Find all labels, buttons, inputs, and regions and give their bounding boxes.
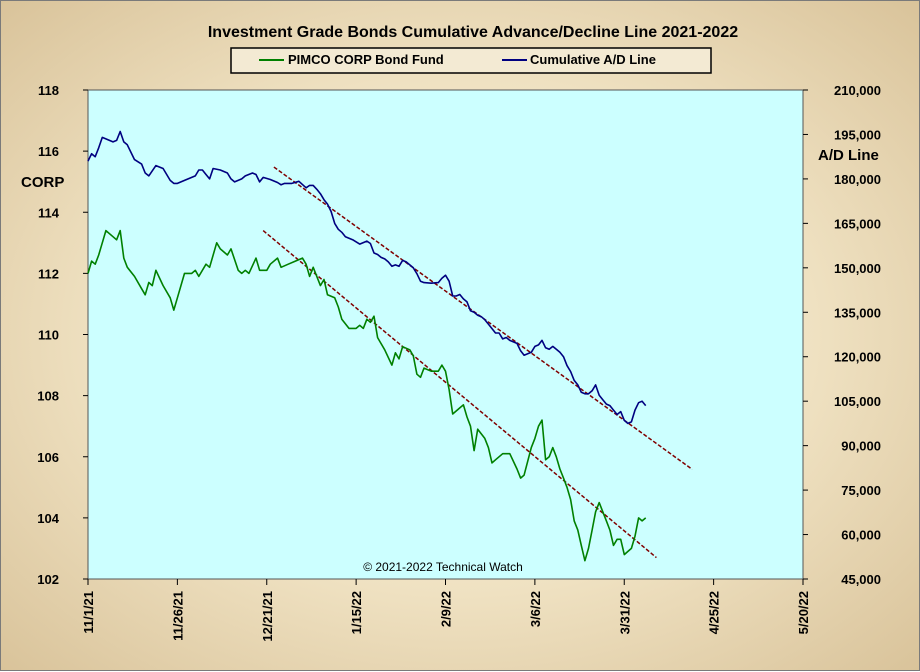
left-tick-label: 106 xyxy=(37,450,59,465)
x-axis-ticks: 11/1/21 11/26/21 12/21/21 1/15/22 2/9/22 3/6/… xyxy=(81,579,811,642)
right-tick-label: 90,000 xyxy=(841,439,881,454)
left-tick-label: 110 xyxy=(38,328,59,343)
left-axis-title: CORP xyxy=(21,174,64,191)
right-tick-label: 60,000 xyxy=(841,528,881,543)
legend-box xyxy=(230,47,712,74)
x-tick-label: 1/15/22 xyxy=(349,591,364,634)
left-axis-ticks: 102 104 106 108 110 112 114 116 118 xyxy=(37,83,88,587)
legend-label-pimco: PIMCO CORP Bond Fund xyxy=(288,52,444,67)
x-tick-label: 3/6/22 xyxy=(528,591,543,627)
right-tick-label: 105,000 xyxy=(834,394,881,409)
right-tick-label: 165,000 xyxy=(834,216,881,231)
left-tick-label: 114 xyxy=(38,205,60,220)
right-axis-ticks: 45,000 60,000 75,000 90,000 105,000 120,000 13… xyxy=(803,83,881,587)
right-tick-label: 75,000 xyxy=(841,483,881,498)
left-tick-label: 116 xyxy=(38,144,59,159)
legend-label-ad-line: Cumulative A/D Line xyxy=(530,52,656,67)
x-tick-label: 3/31/22 xyxy=(617,591,632,634)
right-tick-label: 195,000 xyxy=(834,127,881,142)
x-tick-label: 12/21/21 xyxy=(260,591,275,642)
left-tick-label: 112 xyxy=(38,266,59,281)
right-tick-label: 150,000 xyxy=(834,261,881,276)
x-tick-label: 11/26/21 xyxy=(170,591,185,641)
right-tick-label: 45,000 xyxy=(841,572,881,587)
plot-area xyxy=(87,89,804,580)
x-tick-label: 5/20/22 xyxy=(796,591,811,634)
left-tick-label: 118 xyxy=(38,83,59,98)
right-axis-title: A/D Line xyxy=(818,147,879,164)
series-lines xyxy=(87,130,647,562)
x-tick-label: 4/25/22 xyxy=(707,591,722,634)
right-tick-label: 120,000 xyxy=(834,350,881,365)
right-tick-label: 210,000 xyxy=(834,83,881,98)
trendline-left xyxy=(262,230,657,559)
left-tick-label: 108 xyxy=(37,389,59,404)
series-line-pimco xyxy=(87,229,647,562)
copyright-text: © 2021-2022 Technical Watch xyxy=(363,560,523,574)
x-tick-label: 2/9/22 xyxy=(439,591,454,627)
left-tick-label: 104 xyxy=(37,511,59,526)
legend: PIMCO CORP Bond Fund Cumulative A/D Line xyxy=(230,47,712,74)
chart-title: Investment Grade Bonds Cumulative Advanc… xyxy=(208,24,738,41)
series-line-ad xyxy=(87,130,647,425)
left-tick-label: 102 xyxy=(37,572,59,587)
right-tick-label: 180,000 xyxy=(834,172,881,187)
right-tick-label: 135,000 xyxy=(834,305,881,320)
x-tick-label: 11/1/21 xyxy=(81,591,96,634)
